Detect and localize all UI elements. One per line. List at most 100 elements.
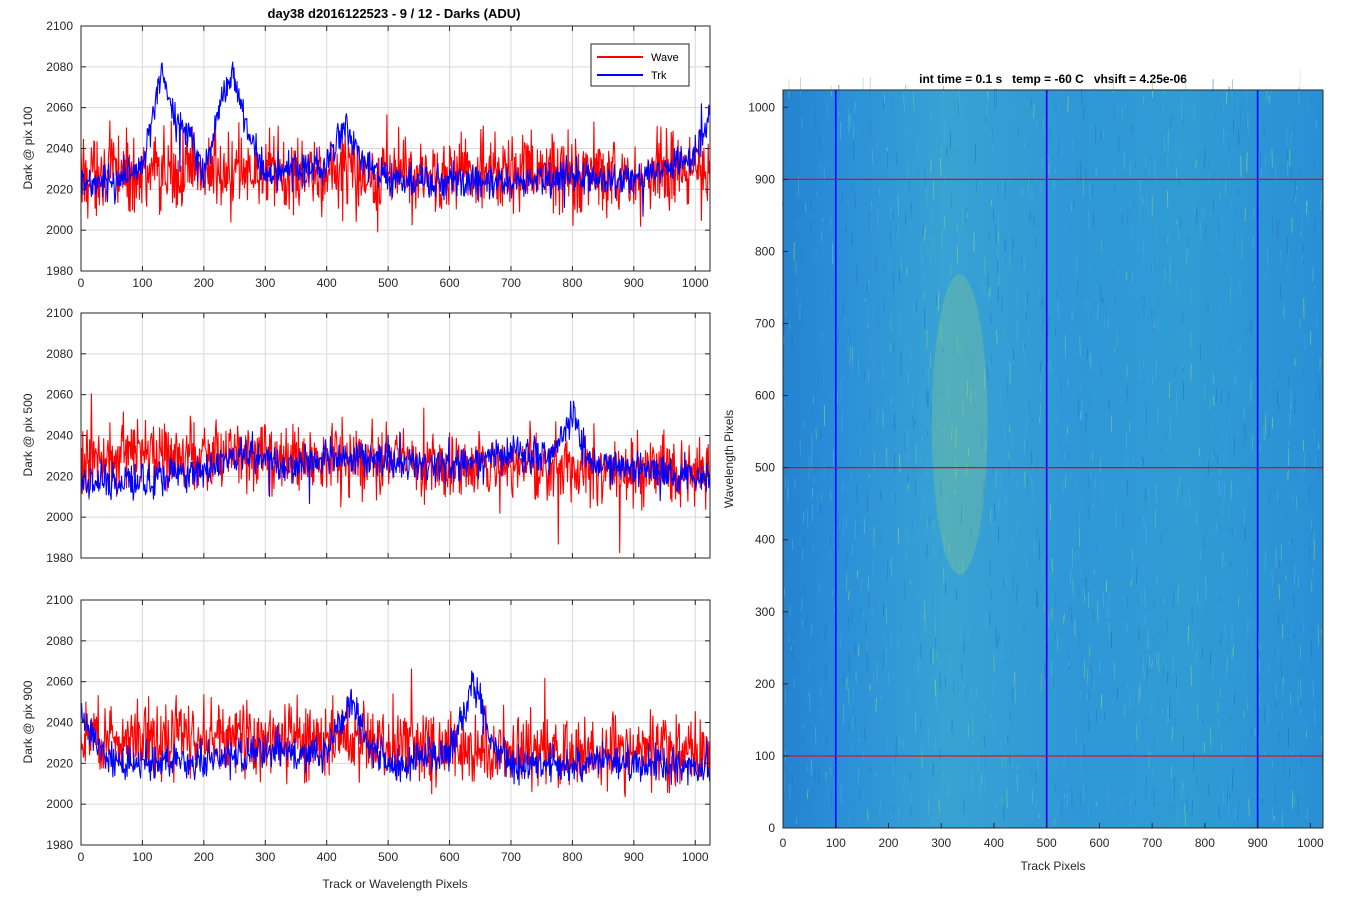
heatmap-streak <box>804 583 806 600</box>
heatmap-streak <box>1041 265 1044 284</box>
heatmap-streak <box>1286 610 1288 623</box>
heatmap-streak <box>897 527 900 544</box>
heatmap-streak <box>1022 189 1024 195</box>
x-tick-label: 500 <box>378 850 398 864</box>
heatmap-streak <box>1139 205 1142 222</box>
heatmap-streak <box>786 768 789 781</box>
heatmap-streak <box>1218 597 1220 604</box>
legend-trk-label: Trk <box>651 70 667 82</box>
heatmap-streak <box>1079 337 1081 357</box>
y-tick-label: 2020 <box>46 469 73 483</box>
heatmap-streak <box>882 409 884 428</box>
heatmap-streak <box>860 577 863 591</box>
heatmap-streak <box>1008 461 1010 477</box>
heatmap-streak <box>982 487 984 505</box>
heatmap-streak <box>924 289 926 300</box>
heatmap-streak <box>1010 710 1012 724</box>
heatmap-streak <box>1169 699 1171 719</box>
heatmap-streak <box>1023 343 1026 348</box>
heatmap-streak <box>859 788 861 799</box>
heatmap-streak <box>915 297 918 314</box>
heatmap-streak <box>1231 527 1233 536</box>
heatmap-streak <box>933 519 935 532</box>
plot-dark-pix-100-legend: Wave Trk <box>590 43 690 87</box>
heatmap-streak <box>931 236 934 252</box>
heatmap-streak <box>1223 483 1226 501</box>
heatmap-streak <box>1230 277 1233 282</box>
heatmap-streak <box>1133 741 1136 751</box>
heatmap-streak <box>882 100 885 110</box>
heatmap-streak <box>955 472 957 482</box>
heatmap-plot: int time = 0.1 s temp = -60 C vhsift = 4… <box>722 69 1324 873</box>
heatmap-streak <box>1076 163 1079 184</box>
heatmap-streak <box>931 593 933 614</box>
heatmap-streak <box>1252 236 1254 247</box>
heatmap-streak <box>796 287 798 294</box>
y-tick-label: 2020 <box>46 182 73 196</box>
heatmap-streak <box>1182 380 1185 399</box>
heatmap-streak <box>1221 434 1223 439</box>
heatmap-streak <box>1263 425 1265 441</box>
heatmap-streak <box>1043 640 1046 646</box>
heatmap-streak <box>1053 688 1055 698</box>
heatmap-streak <box>1224 272 1227 276</box>
heatmap-streak <box>1021 253 1023 270</box>
heatmap-streak <box>1144 586 1146 608</box>
heatmap-streak <box>1098 610 1100 627</box>
heatmap-streak <box>1087 804 1090 816</box>
heatmap-streak <box>996 329 998 345</box>
heatmap-streak <box>990 314 992 323</box>
heatmap-streak <box>1228 390 1230 403</box>
heatmap-streak <box>1301 212 1303 231</box>
heatmap-streak <box>975 687 977 702</box>
heatmap-streak <box>1178 227 1180 240</box>
heatmap-streak <box>1166 706 1168 728</box>
heatmap-streak <box>854 519 857 540</box>
heatmap-streak <box>837 328 839 343</box>
heatmap-streak <box>1233 661 1236 669</box>
x-tick-label: 800 <box>562 850 582 864</box>
heatmap-streak <box>890 229 892 246</box>
heatmap-streak <box>1300 230 1302 237</box>
heatmap-streak <box>912 91 915 112</box>
heatmap-streak <box>991 684 993 694</box>
heatmap-streak <box>1151 255 1153 276</box>
heatmap-streak <box>851 544 854 556</box>
heatmap-streak <box>889 342 891 353</box>
heatmap-streak <box>995 223 997 244</box>
heatmap-streak <box>1074 528 1076 535</box>
heatmap-streak <box>926 519 928 530</box>
heatmap-streak <box>1218 804 1220 820</box>
heatmap-streak <box>1280 250 1282 264</box>
heatmap-streak <box>1300 348 1303 354</box>
heatmap-streak <box>846 677 848 691</box>
heatmap-streak <box>1072 804 1075 813</box>
heatmap-streak <box>1248 798 1250 817</box>
heatmap-streak <box>1070 201 1072 212</box>
heatmap-streak <box>946 268 948 281</box>
heatmap-streak <box>900 621 903 630</box>
heatmap-streak <box>1313 530 1315 543</box>
heatmap-streak <box>1040 361 1042 373</box>
heatmap-streak <box>1043 602 1045 613</box>
heatmap-streak <box>1278 699 1281 703</box>
heatmap-streak <box>1179 216 1182 231</box>
heatmap-streak <box>1089 469 1091 478</box>
heatmap-streak <box>1289 403 1291 424</box>
y-tick-label: 900 <box>755 172 775 186</box>
heatmap-streak <box>1229 283 1232 304</box>
ticks: 1980 2000 2020 2040 2060 2080 2100 <box>46 306 710 565</box>
heatmap-streak <box>962 401 964 415</box>
heatmap-streak <box>1048 612 1050 627</box>
heatmap-streak <box>1182 734 1185 753</box>
heatmap-streak <box>962 671 964 676</box>
heatmap-streak <box>788 634 790 643</box>
heatmap-streak <box>1128 284 1131 295</box>
heatmap-streak <box>1009 715 1011 719</box>
heatmap-streak <box>1301 666 1303 676</box>
heatmap-streak <box>1051 557 1053 573</box>
heatmap-field <box>783 90 1323 828</box>
heatmap-streak <box>963 799 965 815</box>
heatmap-streak <box>886 447 888 469</box>
y-tick-label: 100 <box>755 749 775 763</box>
